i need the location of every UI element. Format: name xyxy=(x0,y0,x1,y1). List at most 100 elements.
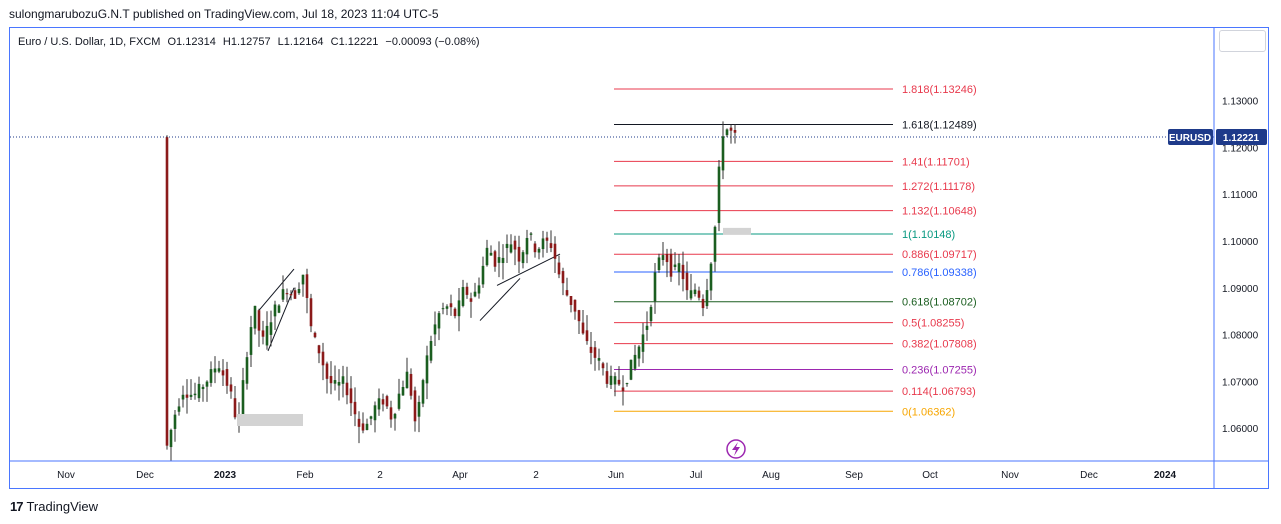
candle xyxy=(349,376,353,416)
price-tag-ticker: EURUSD xyxy=(1169,133,1211,144)
ohlc-close: C1.12221 xyxy=(330,36,379,48)
candle xyxy=(353,387,357,427)
candle xyxy=(525,229,529,264)
candle xyxy=(545,231,549,253)
candle xyxy=(505,234,509,263)
y-tick-label: 1.09000 xyxy=(1222,284,1259,295)
candle xyxy=(229,377,233,399)
candle xyxy=(289,290,293,301)
y-tick-label: 1.08000 xyxy=(1222,331,1259,342)
candle xyxy=(413,386,417,432)
candle xyxy=(433,311,437,346)
highlight-box[interactable] xyxy=(237,413,303,426)
y-tick-label: 1.11000 xyxy=(1222,190,1258,201)
y-tick-label: 1.07000 xyxy=(1222,377,1259,388)
brand-name: TradingView xyxy=(26,499,99,514)
fib-level-label: 0(1.06362) xyxy=(902,406,955,418)
trend-line[interactable] xyxy=(267,287,295,352)
candle xyxy=(621,375,625,406)
candle xyxy=(733,124,737,144)
candle xyxy=(201,384,205,402)
candle xyxy=(701,294,705,317)
candle xyxy=(393,412,397,431)
candle xyxy=(689,274,693,301)
candle xyxy=(269,310,273,347)
candle xyxy=(441,302,445,315)
candle xyxy=(277,304,281,314)
fib-level-label: 0.618(1.08702) xyxy=(902,297,977,309)
candle xyxy=(373,401,377,433)
candle xyxy=(305,268,309,314)
candle xyxy=(517,235,521,274)
candle xyxy=(185,379,189,414)
candle xyxy=(181,385,185,408)
candle xyxy=(401,380,405,396)
trend-line[interactable] xyxy=(496,253,561,286)
candle xyxy=(653,262,657,314)
fib-level-label: 1.41(1.11701) xyxy=(902,156,970,168)
footer-brand[interactable]: 17 TradingView xyxy=(10,499,98,514)
candle xyxy=(717,160,721,232)
candle xyxy=(469,292,473,318)
candle xyxy=(445,304,449,316)
y-tick-label: 1.06000 xyxy=(1222,424,1259,435)
candle xyxy=(601,361,605,376)
x-tick-label: 2024 xyxy=(1154,470,1177,481)
candle xyxy=(697,286,701,301)
published-line: sulongmarubozuG.N.T published on Trading… xyxy=(9,7,439,21)
fib-level-label: 1.618(1.12489) xyxy=(902,119,977,131)
candle xyxy=(557,255,561,279)
candle xyxy=(417,395,421,433)
candle xyxy=(509,234,513,254)
candle xyxy=(193,382,197,400)
fib-level-label: 0.786(1.09338) xyxy=(902,267,977,279)
candle xyxy=(385,394,389,410)
price-scale-box[interactable] xyxy=(1219,30,1266,52)
candle xyxy=(693,283,697,297)
x-tick-label: Jul xyxy=(690,470,703,481)
x-tick-label: Dec xyxy=(136,470,154,481)
candle xyxy=(477,277,481,299)
candle xyxy=(397,378,401,411)
x-tick-label: Nov xyxy=(57,470,75,481)
x-tick-label: Nov xyxy=(1001,470,1019,481)
trend-line[interactable] xyxy=(479,278,521,321)
ohlc-low: L1.12164 xyxy=(277,36,324,48)
price-tag-value: 1.12221 xyxy=(1223,133,1260,144)
candle xyxy=(561,267,565,296)
candle xyxy=(197,376,201,402)
highlight-box[interactable] xyxy=(723,227,751,235)
candle xyxy=(665,248,669,278)
candle xyxy=(481,256,485,288)
y-tick-label: 1.12000 xyxy=(1222,143,1259,154)
candle xyxy=(629,359,633,381)
candle xyxy=(569,296,573,313)
x-tick-label: Jun xyxy=(608,470,624,481)
x-tick-label: Feb xyxy=(296,470,314,481)
candle xyxy=(597,348,601,371)
candle xyxy=(537,247,541,260)
candle xyxy=(685,261,689,300)
lightning-event-icon[interactable] xyxy=(726,439,746,459)
candle xyxy=(529,231,533,241)
candle xyxy=(221,359,225,387)
trend-line[interactable] xyxy=(258,268,295,311)
candle xyxy=(325,361,329,394)
candle xyxy=(389,400,393,428)
candle xyxy=(165,135,169,450)
candle xyxy=(317,344,321,364)
candle xyxy=(725,128,729,138)
fib-level-label: 0.114(1.06793) xyxy=(902,386,976,398)
candle xyxy=(641,322,645,364)
x-tick-label: Sep xyxy=(845,470,863,481)
tradingview-logo-icon: 17 xyxy=(10,499,24,514)
candle xyxy=(461,279,465,308)
candle xyxy=(245,351,249,390)
candle xyxy=(705,278,709,309)
candle xyxy=(657,253,661,273)
candle xyxy=(377,388,381,416)
candle xyxy=(473,282,477,298)
x-tick-label: Dec xyxy=(1080,470,1098,481)
fib-level-label: 0.382(1.07808) xyxy=(902,339,977,351)
